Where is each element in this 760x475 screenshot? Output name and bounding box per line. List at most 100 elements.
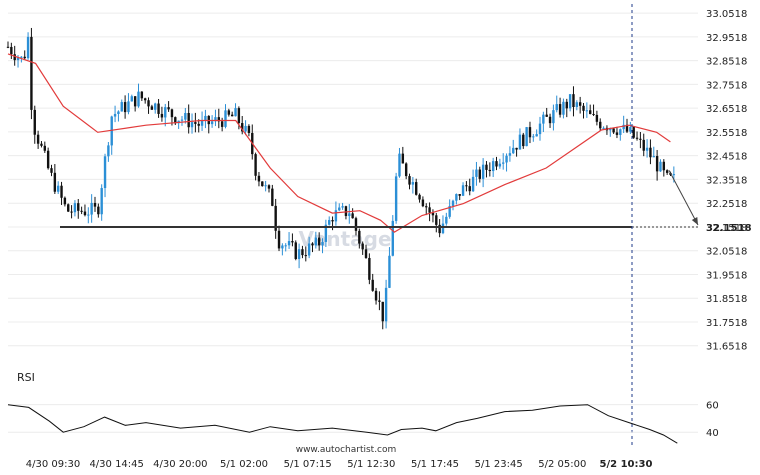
rsi-tick-label: 40 bbox=[706, 428, 719, 439]
candle-body bbox=[535, 134, 538, 137]
price-tick-label: 33.0518 bbox=[706, 9, 747, 20]
candle-body bbox=[515, 147, 518, 150]
candle-body bbox=[384, 287, 388, 322]
candle-body bbox=[123, 102, 127, 113]
footer-url: www.autochartist.com bbox=[296, 445, 397, 455]
candle-body bbox=[237, 108, 241, 124]
time-tick-label: 5/1 12:30 bbox=[347, 459, 395, 470]
price-tick-label: 32.5518 bbox=[706, 128, 747, 139]
candle-body bbox=[267, 185, 271, 189]
candle-body bbox=[404, 163, 408, 177]
candle-body bbox=[585, 110, 589, 112]
candle-body bbox=[197, 123, 200, 126]
candle-body bbox=[301, 249, 304, 256]
rsi-axis: 60 40 bbox=[706, 401, 719, 440]
price-tick-label: 32.1518 bbox=[706, 223, 747, 234]
candle-body bbox=[194, 122, 197, 124]
candle-body bbox=[532, 136, 535, 138]
candle-body bbox=[418, 194, 421, 200]
candle-body bbox=[334, 210, 338, 222]
candle-body bbox=[475, 169, 478, 177]
candle-body bbox=[147, 100, 150, 107]
candle-body bbox=[361, 243, 364, 250]
candle-body bbox=[30, 36, 33, 110]
candle-body bbox=[662, 161, 666, 171]
candle-body bbox=[431, 212, 435, 216]
time-tick-label: 5/1 02:00 bbox=[220, 459, 268, 470]
candle-body bbox=[341, 206, 344, 208]
candle-body bbox=[311, 243, 314, 246]
candle-body bbox=[150, 106, 154, 110]
candle-body bbox=[518, 134, 522, 150]
candle-body bbox=[522, 134, 525, 147]
rsi-label: RSI bbox=[17, 371, 35, 384]
candle-body bbox=[180, 119, 184, 121]
candle-body bbox=[629, 126, 632, 132]
candle-body bbox=[481, 164, 485, 179]
candle-body bbox=[90, 202, 93, 215]
time-tick-label: 5/2 05:00 bbox=[538, 459, 586, 470]
candle-body bbox=[217, 117, 220, 122]
candle-body bbox=[592, 113, 595, 115]
candle-body bbox=[555, 104, 558, 111]
candle-body bbox=[321, 241, 324, 246]
candle-body bbox=[498, 163, 502, 167]
candle-body bbox=[317, 237, 321, 246]
candle-body bbox=[16, 57, 20, 61]
rsi-line bbox=[7, 404, 678, 444]
candle-body bbox=[70, 211, 73, 213]
candle-body bbox=[572, 94, 575, 107]
candle-body bbox=[642, 139, 645, 151]
candle-body bbox=[200, 120, 204, 126]
candle-body bbox=[33, 109, 36, 135]
candle-body bbox=[552, 110, 555, 124]
candle-body bbox=[451, 200, 455, 206]
forecast-arrowhead bbox=[691, 217, 698, 226]
price-tick-label: 31.9518 bbox=[706, 270, 747, 281]
candle-body bbox=[164, 107, 167, 118]
candle-body bbox=[649, 147, 652, 158]
candle-body bbox=[508, 153, 512, 156]
candle-body bbox=[234, 108, 237, 117]
candle-body bbox=[264, 185, 267, 187]
candle-body bbox=[655, 156, 659, 172]
candle-body bbox=[401, 153, 405, 164]
candle-body bbox=[36, 134, 40, 144]
candle-body bbox=[287, 241, 291, 246]
candle-body bbox=[60, 185, 63, 198]
candle-body bbox=[615, 132, 619, 135]
candle-body bbox=[568, 94, 572, 109]
candle-body bbox=[204, 115, 207, 121]
time-tick-label: 5/2 10:30 bbox=[600, 459, 653, 470]
candle-body bbox=[538, 123, 542, 135]
candle-body bbox=[284, 245, 287, 247]
candle-body bbox=[13, 54, 16, 61]
price-axis: 33.0518 32.9518 32.8518 32.7518 32.6518 32.55… bbox=[706, 9, 752, 353]
candle-body bbox=[465, 185, 468, 187]
candle-body bbox=[609, 128, 612, 131]
candle-body bbox=[645, 147, 649, 151]
candle-body bbox=[244, 125, 247, 132]
price-tick-label: 32.2518 bbox=[706, 199, 747, 210]
candle-body bbox=[274, 205, 277, 231]
candle-body bbox=[46, 150, 50, 169]
candle-body bbox=[381, 301, 384, 322]
candle-body bbox=[542, 114, 545, 124]
candle-body bbox=[73, 203, 77, 213]
candle-body bbox=[565, 101, 568, 109]
candle-body bbox=[167, 107, 170, 110]
candle-body bbox=[612, 128, 615, 133]
candle-body bbox=[672, 174, 676, 176]
candle-body bbox=[63, 197, 67, 205]
candle-body bbox=[589, 110, 592, 114]
candle-body bbox=[461, 185, 465, 196]
candle-body bbox=[184, 113, 187, 120]
candle-body bbox=[458, 194, 461, 196]
candle-body bbox=[93, 202, 97, 207]
price-tick-label: 32.6518 bbox=[706, 104, 747, 115]
candle-body bbox=[247, 125, 251, 133]
candle-body bbox=[67, 204, 70, 212]
candle-body bbox=[468, 186, 471, 192]
candle-body bbox=[20, 56, 23, 58]
candle-body bbox=[328, 220, 331, 225]
